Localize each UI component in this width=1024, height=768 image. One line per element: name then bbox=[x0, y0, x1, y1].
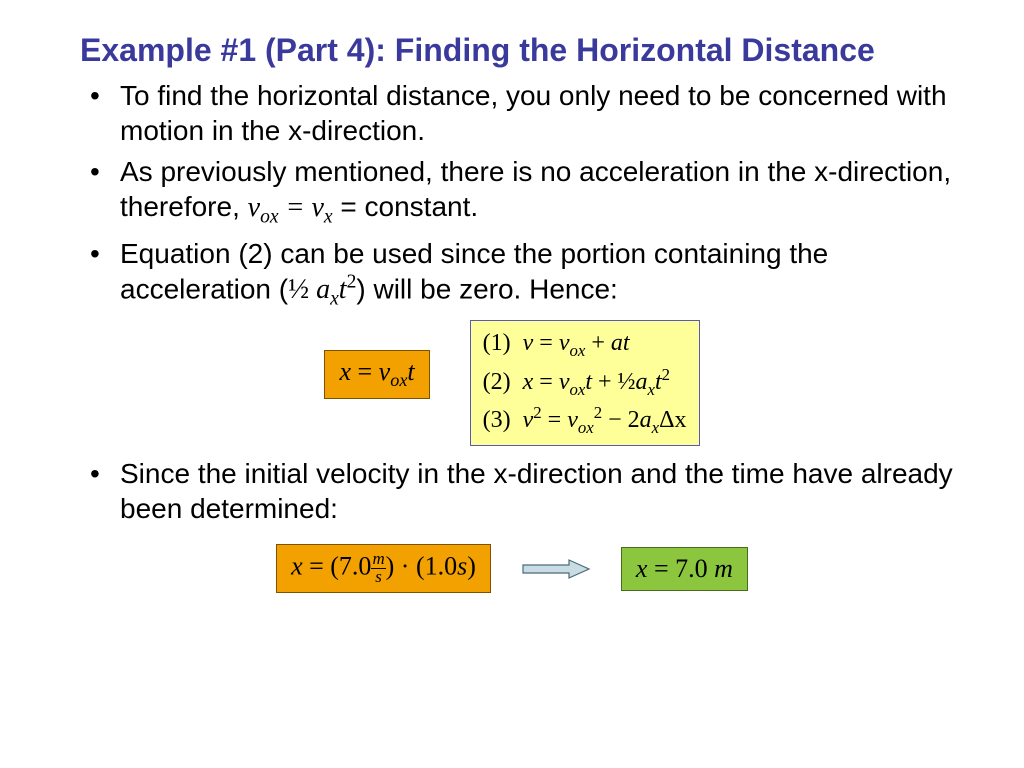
eq-t: t bbox=[407, 357, 414, 386]
eq-list-row: (2) x = voxt + ½axt2 bbox=[483, 363, 687, 401]
eq-text: ) · (1.0 bbox=[386, 552, 457, 581]
eq-at: at bbox=[611, 330, 630, 356]
bullet-list: To find the horizontal distance, you onl… bbox=[60, 78, 964, 312]
eq-equals: = bbox=[533, 369, 559, 395]
eq-minus: − 2 bbox=[602, 407, 640, 433]
eq-text: = 7.0 bbox=[647, 554, 714, 583]
eq-v: v bbox=[523, 330, 534, 356]
eq-list-row: (3) v2 = vox2 − 2axΔx bbox=[483, 401, 687, 439]
eq-x: x bbox=[523, 369, 534, 395]
eq-equals: = bbox=[542, 407, 568, 433]
eq-s: s bbox=[457, 552, 467, 581]
eq-equals: = bbox=[351, 357, 379, 386]
bullet-list: Since the initial velocity in the x-dire… bbox=[60, 456, 964, 526]
eq-sub: ox bbox=[569, 380, 585, 399]
eq-num: (1) bbox=[483, 330, 511, 356]
eq-a: a bbox=[636, 369, 648, 395]
math-sub: x bbox=[324, 207, 333, 228]
bullet-item: Equation (2) can be used since the porti… bbox=[120, 236, 964, 312]
eq-v: v bbox=[379, 357, 391, 386]
arrow-icon bbox=[521, 558, 591, 580]
eq-num: (2) bbox=[483, 369, 511, 395]
equation-row: x = voxt (1) v = vox + at (2) x = voxt +… bbox=[60, 320, 964, 446]
equation-list-box: (1) v = vox + at (2) x = voxt + ½axt2 (3… bbox=[470, 320, 700, 446]
eq-t: t bbox=[655, 369, 662, 395]
text: ) will be zero. Hence: bbox=[356, 273, 617, 304]
eq-sub: ox bbox=[390, 371, 407, 391]
eq-a: a bbox=[640, 407, 652, 433]
math-sub: x bbox=[330, 289, 339, 310]
eq-unit: m bbox=[714, 554, 733, 583]
eq-dx: Δx bbox=[659, 407, 686, 433]
fraction: ms bbox=[371, 551, 385, 586]
result-box: x = 7.0 m bbox=[621, 547, 748, 591]
eq-v: v bbox=[559, 330, 570, 356]
eq-plus: + ½ bbox=[592, 369, 636, 395]
eq-t: t bbox=[585, 369, 592, 395]
eq-sub: x bbox=[648, 380, 655, 399]
bullet-item: Since the initial velocity in the x-dire… bbox=[120, 456, 964, 526]
eq-x: x bbox=[339, 357, 351, 386]
eq-v: v bbox=[523, 407, 534, 433]
eq-x: x bbox=[291, 552, 303, 581]
frac-den: s bbox=[371, 569, 385, 586]
eq-sub: ox bbox=[569, 341, 585, 360]
eq-text: = (7.0 bbox=[303, 552, 372, 581]
main-equation-box: x = voxt bbox=[324, 350, 429, 398]
text: = constant. bbox=[333, 191, 479, 222]
eq-plus: + bbox=[585, 330, 611, 356]
eq-x: x bbox=[636, 554, 648, 583]
math-a: a bbox=[316, 274, 330, 305]
eq-sup: 2 bbox=[533, 403, 541, 422]
eq-equals: = bbox=[533, 330, 559, 356]
eq-sup: 2 bbox=[662, 365, 670, 384]
eq-list-row: (1) v = vox + at bbox=[483, 327, 687, 362]
math-sub: ox bbox=[260, 207, 279, 228]
math-eq: = v bbox=[279, 192, 324, 223]
eq-v: v bbox=[567, 407, 578, 433]
result-row: x = (7.0ms) · (1.0s) x = 7.0 m bbox=[60, 544, 964, 593]
math-sup: 2 bbox=[347, 272, 357, 293]
math-half: ½ bbox=[288, 274, 316, 305]
eq-text: ) bbox=[467, 552, 476, 581]
bullet-item: To find the horizontal distance, you onl… bbox=[120, 78, 964, 148]
slide-title: Example #1 (Part 4): Finding the Horizon… bbox=[80, 30, 964, 70]
eq-sub: x bbox=[652, 418, 659, 437]
text: As previously mentioned, there is no acc… bbox=[120, 156, 951, 222]
calculation-box: x = (7.0ms) · (1.0s) bbox=[276, 544, 491, 593]
eq-sub: ox bbox=[578, 418, 594, 437]
eq-num: (3) bbox=[483, 407, 511, 433]
eq-sup: 2 bbox=[594, 403, 602, 422]
bullet-item: As previously mentioned, there is no acc… bbox=[120, 154, 964, 230]
math-t: t bbox=[339, 274, 347, 305]
eq-v: v bbox=[559, 369, 570, 395]
math-v: v bbox=[248, 192, 260, 223]
